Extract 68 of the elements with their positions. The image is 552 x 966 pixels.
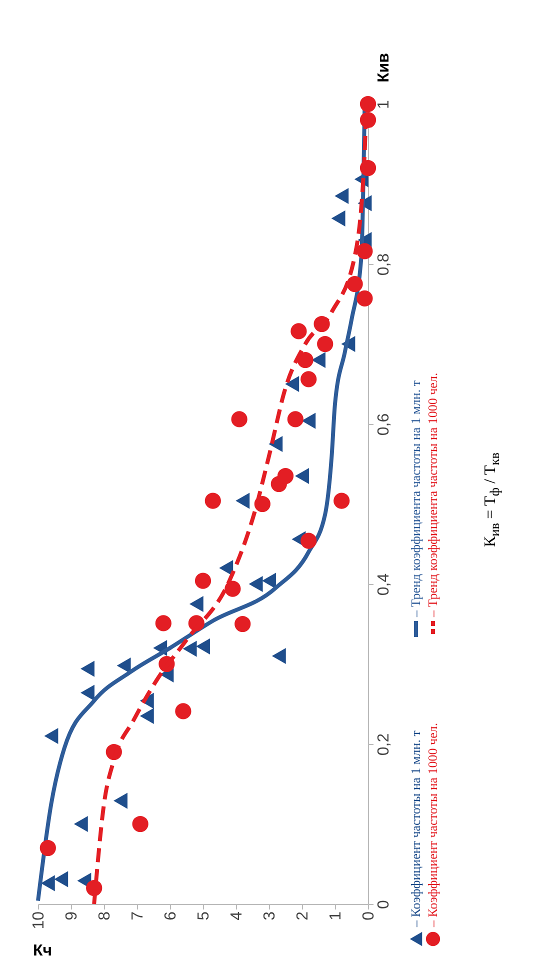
point <box>285 376 300 392</box>
point <box>356 290 373 306</box>
y-tick-label: 0,4 <box>376 573 392 596</box>
y-tick-label: 1 <box>376 100 392 109</box>
point <box>224 580 241 597</box>
text: – Тренд коэффициента частоты на 1 млн. т <box>408 380 423 618</box>
y-tick-label: 0 <box>376 900 392 909</box>
point <box>331 210 346 226</box>
x-tick-label: 1 <box>328 911 344 920</box>
y-tick-label: 0,6 <box>376 413 392 436</box>
point <box>277 468 294 484</box>
text: – Коэффициент частоты на 1000 чел. <box>425 722 440 928</box>
point <box>300 532 317 549</box>
x-tick-label: 6 <box>162 911 180 920</box>
point <box>317 336 334 352</box>
point <box>175 703 192 720</box>
point <box>302 412 316 429</box>
point <box>80 684 94 701</box>
point <box>287 411 304 428</box>
y-axis-title: Кив <box>376 52 392 82</box>
x-axis-title: Кч <box>32 942 52 960</box>
point <box>297 352 314 368</box>
point <box>346 276 363 292</box>
text: – Тренд коэффициента частоты на 1000 чел. <box>425 372 440 618</box>
point <box>74 816 88 832</box>
point <box>140 708 154 724</box>
point <box>248 576 263 592</box>
point <box>155 615 172 632</box>
x-tick-label: 3 <box>262 911 278 920</box>
y-tick-label: 0,8 <box>376 253 392 276</box>
point <box>44 728 58 744</box>
point <box>262 572 276 589</box>
x-tick-label: 5 <box>196 911 212 920</box>
point <box>312 352 326 368</box>
point <box>54 871 68 888</box>
point <box>204 492 221 509</box>
point <box>40 875 55 892</box>
point <box>194 572 212 589</box>
x-tick-label: 2 <box>294 911 312 920</box>
point <box>268 436 283 452</box>
point <box>356 243 373 260</box>
point <box>290 323 307 340</box>
x-tick-label: 9 <box>64 911 80 920</box>
point <box>334 492 350 509</box>
x-tick-label: 8 <box>96 911 114 920</box>
point <box>295 468 309 484</box>
point <box>40 840 56 856</box>
point <box>114 792 128 809</box>
x-tick-label: 4 <box>228 911 246 920</box>
text: – Коэффициент частоты на 1 млн. т <box>408 730 423 928</box>
point <box>231 411 248 428</box>
point <box>182 640 197 657</box>
x-tick-label: 7 <box>130 911 146 920</box>
point <box>219 560 234 576</box>
point <box>234 616 251 632</box>
point <box>272 648 286 664</box>
point <box>300 371 317 388</box>
x-tick-label: 10 <box>30 911 48 930</box>
y-tick-label: 0,2 <box>376 733 392 756</box>
point <box>196 638 210 654</box>
point <box>132 816 148 832</box>
x-tick-label: 0 <box>360 911 378 920</box>
point <box>360 96 376 112</box>
point <box>116 658 131 674</box>
point <box>189 596 204 612</box>
point <box>236 492 250 509</box>
point <box>80 660 94 677</box>
point <box>334 188 349 204</box>
